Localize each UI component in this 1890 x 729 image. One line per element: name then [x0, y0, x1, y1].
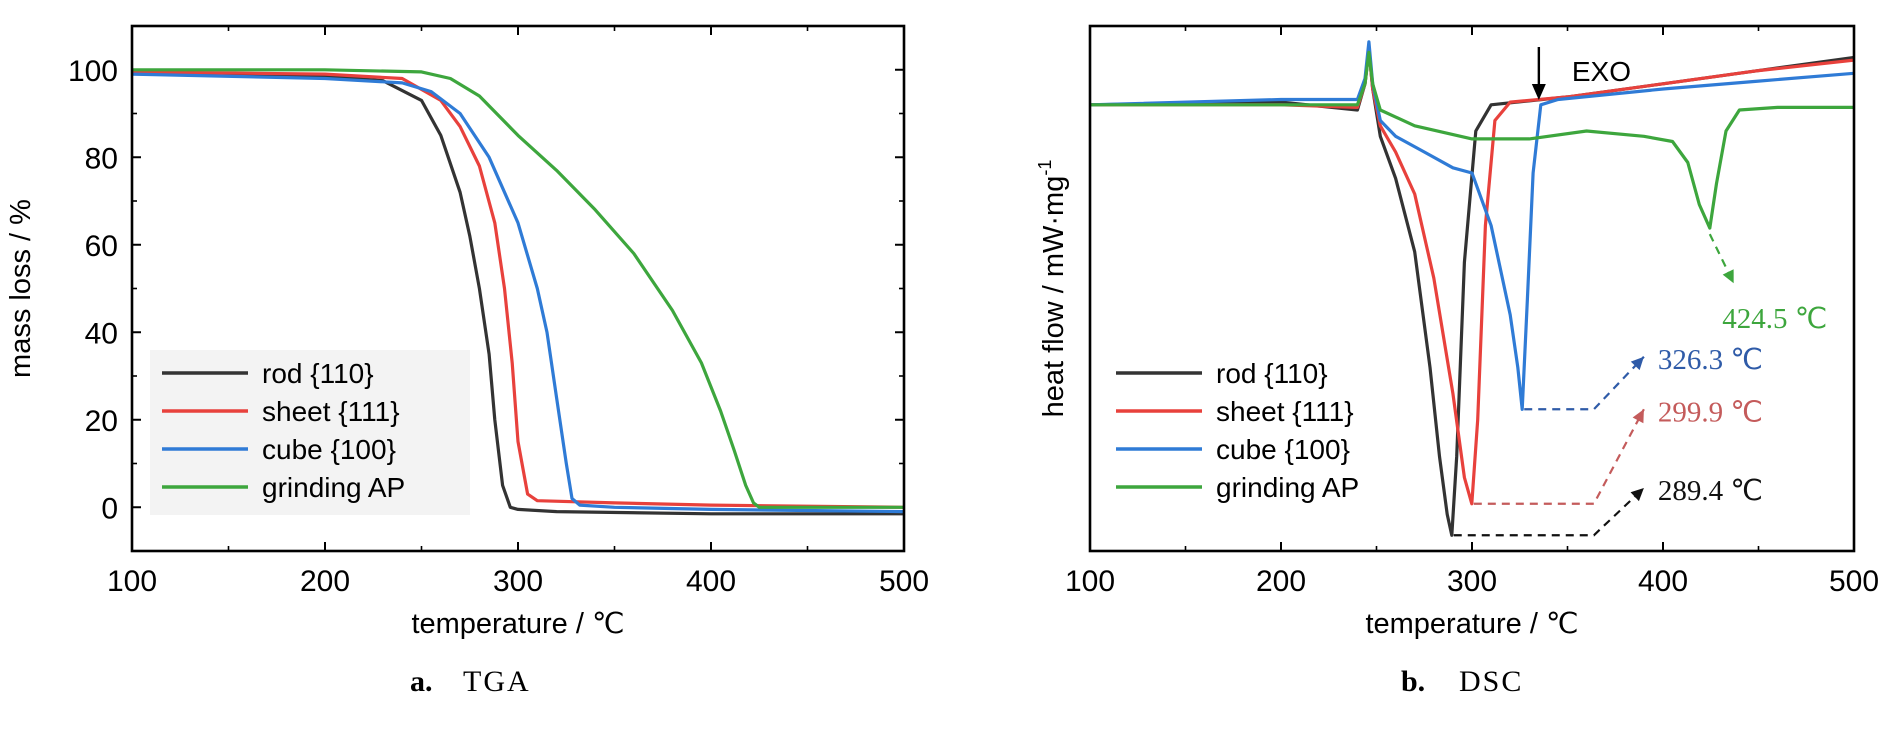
x-tick-label: 100: [1065, 565, 1115, 598]
series-line-cube-100: [132, 72, 904, 514]
x-tick-label: 200: [1256, 565, 1306, 598]
y-axis-label-main: mass loss / %: [5, 199, 37, 378]
annotation-label: 326.3 ℃: [1658, 344, 1763, 376]
legend-label: sheet {111}: [262, 396, 400, 427]
annotation-arrowhead: [1632, 409, 1644, 424]
x-tick-label: 100: [107, 565, 157, 598]
annotation-arrowhead: [1630, 356, 1644, 371]
x-tick-label: 400: [1638, 565, 1688, 598]
legend-label: cube {100}: [1216, 434, 1350, 465]
series-line-sheet-111: [1090, 47, 1854, 506]
annotation-arrowhead: [1722, 269, 1734, 284]
legend-label: sheet {111}: [1216, 396, 1354, 427]
tga-chart: 100 200 300 400 500 0 20 40 60 80 100 rod {110} shee…: [5, 24, 929, 698]
legend-label: rod {110}: [1216, 358, 1328, 389]
series-line-grinding-ap: [1090, 50, 1854, 230]
caption-letter: b.: [1401, 665, 1425, 698]
x-tick-label: 300: [493, 565, 543, 598]
y-tick-label: 40: [85, 317, 118, 350]
y-axis: 0 20 40 60 80 100: [68, 55, 904, 525]
annotation-label: 424.5 ℃: [1722, 303, 1827, 335]
x-axis: 100 200 300 400 500: [107, 26, 929, 598]
x-axis-label: temperature / ℃: [411, 608, 624, 640]
y-axis-label-main: heat flow / mW·mg: [1038, 176, 1070, 418]
annotation-leader: [1453, 487, 1645, 537]
x-tick-label: 200: [300, 565, 350, 598]
plot-frame: [130, 24, 906, 553]
y-tick-label: 0: [101, 492, 118, 525]
y-tick-label: 60: [85, 230, 118, 263]
annotation-arrowhead: [1630, 488, 1644, 502]
annotations: 424.5 ℃ 326.3 ℃ 299.9 ℃ 289.4 ℃ EXO: [1453, 47, 1827, 537]
series-group: [1090, 40, 1854, 537]
y-tick-label: 100: [68, 55, 118, 88]
x-tick-label: 500: [879, 565, 929, 598]
series-line-rod-110: [1090, 47, 1854, 537]
caption-text: DSC: [1459, 665, 1523, 698]
y-axis-label: heat flow / mW·mg-1: [1035, 160, 1070, 418]
y-tick-label: 20: [85, 405, 118, 438]
legend: rod {110} sheet {111} cube {100} grinding A…: [1116, 358, 1359, 503]
x-tick-label: 300: [1447, 565, 1497, 598]
exo-arrowhead: [1531, 84, 1546, 100]
series-line-rod-110: [132, 70, 904, 516]
caption-letter: a.: [410, 665, 433, 698]
legend-label: grinding AP: [1216, 472, 1359, 503]
annotation-label: 289.4 ℃: [1658, 475, 1763, 507]
annotation-leader: [1524, 355, 1645, 411]
legend-label: grinding AP: [262, 472, 405, 503]
exo-label: EXO: [1572, 56, 1631, 87]
caption-text: TGA: [463, 665, 531, 698]
y-axis-label: mass loss / %: [5, 199, 37, 378]
legend-label: cube {100}: [262, 434, 396, 465]
y-tick-label: 80: [85, 142, 118, 175]
series-group: [132, 68, 904, 516]
annotation-leader: [1473, 408, 1645, 505]
x-axis: 100 200 300 400 500: [1065, 26, 1879, 598]
annotation-label: 299.9 ℃: [1658, 396, 1763, 428]
x-axis-label: temperature / ℃: [1365, 608, 1578, 640]
legend: rod {110} sheet {111} cube {100} grinding A…: [162, 358, 405, 503]
series-line-grinding-ap: [132, 68, 904, 509]
legend-label: rod {110}: [262, 358, 374, 389]
x-tick-label: 400: [686, 565, 736, 598]
plot-frame: [1088, 24, 1856, 553]
y-axis-label-superscript: -1: [1035, 160, 1055, 176]
x-tick-label: 500: [1829, 565, 1879, 598]
dsc-chart: 100 200 300 400 500 424.5 ℃ 326.3 ℃ 299.9 ℃ 289.…: [1035, 24, 1879, 698]
